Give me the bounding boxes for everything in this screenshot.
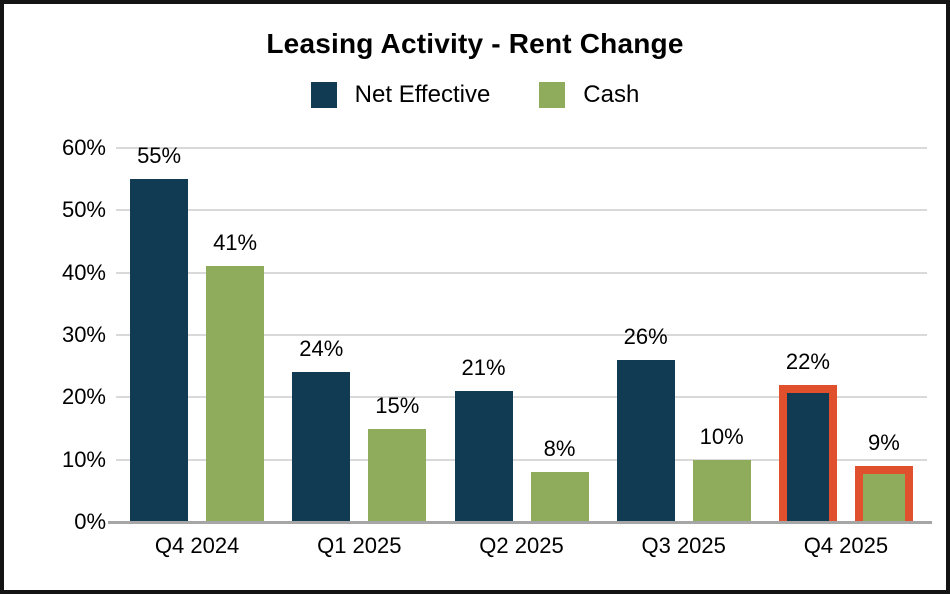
y-axis-tick-label: 10% [61,446,106,472]
gridline-50 [116,209,927,212]
bar-cash-q3-2025 [692,459,751,522]
y-axis-tick-label: 50% [61,197,106,223]
legend-label-net-effective: Net Effective [354,81,491,108]
gridline-20 [116,396,927,399]
bar-net-effective-q4-2025 [778,384,837,522]
bar-value-label: 15% [375,392,420,418]
legend-item-net-effective: Net Effective [310,81,491,109]
x-axis-category-label: Q2 2025 [479,533,564,558]
bar-value-label: 9% [867,429,900,455]
y-axis-tick-label: 40% [61,259,106,285]
bar-cash-q4-2024 [206,266,265,522]
gridline-60 [116,147,927,149]
gridline-30 [116,334,927,336]
net-effective-color-swatch-icon [310,82,337,108]
bar-net-effective-q3-2025 [616,359,675,522]
bar-value-label: 8% [543,436,576,462]
x-axis-line [108,521,932,524]
y-axis-tick-label: 30% [61,322,106,347]
bar-value-label: 26% [623,323,668,349]
cash-color-swatch-icon [539,82,566,108]
bar-value-label: 21% [461,355,506,381]
x-axis-category-label: Q4 2024 [154,533,240,558]
bar-value-label: 22% [785,348,830,374]
bar-net-effective-q2-2025 [454,391,513,522]
bar-cash-q2-2025 [530,472,589,522]
bar-net-effective-q4-2024 [130,179,189,522]
gridline-10 [116,458,927,461]
legend-item-cash: Cash [539,81,639,109]
bar-value-label: 10% [699,423,744,449]
x-axis-category-label: Q1 2025 [317,533,402,558]
bar-net-effective-q1-2025 [292,372,351,522]
bar-value-label: 55% [137,143,182,169]
chart-legend: Net Effective Cash [4,81,946,109]
x-axis-category-label: Q4 2025 [803,533,889,558]
chart-title: Leasing Activity - Rent Change [266,28,684,59]
bar-value-label: 41% [213,230,258,256]
y-axis-tick-label: 20% [61,384,106,410]
y-axis-tick-label: 0% [74,509,106,534]
bar-cash-q1-2025 [368,428,427,522]
y-axis-tick-label: 60% [61,135,106,160]
bar-cash-q4-2025 [854,465,913,522]
bar-value-label: 24% [299,336,344,362]
legend-label-cash: Cash [583,81,640,108]
gridline-40 [116,271,927,274]
x-axis-category-label: Q3 2025 [641,533,726,558]
